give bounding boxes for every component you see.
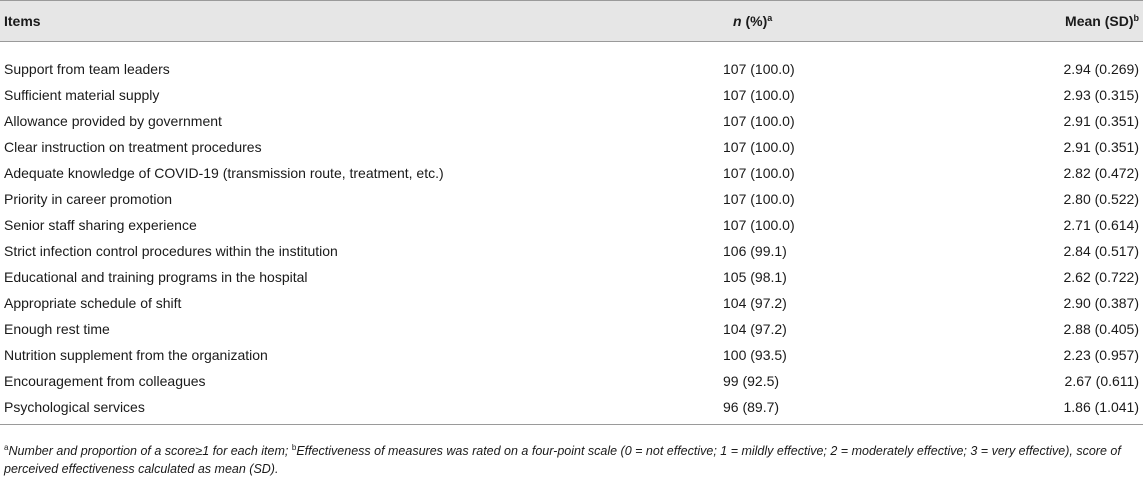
table-row: Adequate knowledge of COVID-19 (transmis…: [0, 160, 1143, 186]
mean-sd-cell: 2.67 (0.611): [1064, 373, 1139, 389]
item-cell: Encouragement from colleagues: [4, 373, 206, 389]
effectiveness-table: Items n (%)a Mean (SD)b Support from tea…: [0, 0, 1143, 425]
footnote-text-b: Effectiveness of measures was rated on a…: [4, 444, 1121, 476]
mean-sd-cell: 2.88 (0.405): [1063, 321, 1140, 337]
header-items: Items: [0, 0, 520, 42]
mean-sd-cell: 2.94 (0.269): [1063, 61, 1140, 77]
header-n-suffix: (%): [741, 13, 768, 29]
n-percent-cell: 104 (97.2): [723, 321, 787, 337]
item-cell: Priority in career promotion: [4, 191, 173, 207]
header-n-sup: a: [767, 13, 773, 23]
n-percent-cell: 99 (92.5): [723, 373, 780, 389]
mean-sd-cell: 2.93 (0.315): [1063, 87, 1140, 103]
mean-sd-cell: 1.86 (1.041): [903, 394, 1143, 425]
n-percent-cell: 107 (100.0): [723, 191, 795, 207]
item-cell: Support from team leaders: [4, 61, 170, 77]
item-cell: Senior staff sharing experience: [4, 217, 197, 233]
footnote-sup-b: b: [291, 443, 297, 452]
header-n-label: n: [733, 13, 742, 29]
n-percent-cell: 96 (89.7): [520, 394, 903, 425]
item-cell: Allowance provided by government: [4, 113, 222, 129]
header-n-percent: n (%)a: [520, 0, 903, 42]
n-percent-cell: 104 (97.2): [723, 295, 787, 311]
table-row: Psychological services 96 (89.7) 1.86 (1.0…: [0, 394, 1143, 425]
n-percent-cell: 106 (99.1): [723, 243, 787, 259]
header-mean-label: Mean (SD): [1065, 13, 1134, 29]
table-row: Strict infection control procedures with…: [0, 238, 1143, 264]
n-percent-cell: 107 (100.0): [723, 165, 795, 181]
mean-sd-cell: 2.80 (0.522): [1063, 191, 1140, 207]
table-row: Priority in career promotion 107 (100.0) 2…: [0, 186, 1143, 212]
item-cell: Educational and training programs in the…: [4, 269, 308, 285]
item-cell: Appropriate schedule of shift: [4, 295, 182, 311]
mean-sd-cell: 2.23 (0.957): [1063, 347, 1140, 363]
item-cell: Strict infection control procedures with…: [4, 243, 338, 259]
n-percent-cell: 107 (100.0): [723, 87, 795, 103]
mean-sd-cell: 2.91 (0.351): [1063, 113, 1140, 129]
n-percent-cell: 107 (100.0): [723, 139, 795, 155]
mean-sd-cell: 2.91 (0.351): [1063, 139, 1140, 155]
item-cell: Clear instruction on treatment procedure…: [4, 139, 262, 155]
table-row: Senior staff sharing experience 107 (100.…: [0, 212, 1143, 238]
footnote-text-a: Number and proportion of a score≥1 for e…: [8, 444, 292, 458]
table-body: Support from team leaders 107 (100.0) 2.94…: [0, 42, 1143, 425]
mean-sd-cell: 2.71 (0.614): [1063, 217, 1140, 233]
footnote-sup-a: a: [4, 443, 9, 452]
mean-sd-cell: 2.90 (0.387): [1063, 295, 1140, 311]
table-row: Encouragement from colleagues 99 (92.5) 2.…: [0, 368, 1143, 394]
table-row: Sufficient material supply 107 (100.0) 2.9…: [0, 82, 1143, 108]
table-footnote: aNumber and proportion of a score≥1 for …: [4, 442, 1140, 478]
item-cell: Psychological services: [0, 394, 520, 425]
table-row: Enough rest time 104 (97.2) 2.88 (0.405): [0, 316, 1143, 342]
n-percent-cell: 107 (100.0): [723, 113, 795, 129]
table-row: Educational and training programs in the…: [0, 264, 1143, 290]
mean-sd-cell: 2.84 (0.517): [1063, 243, 1140, 259]
mean-sd-cell: 2.62 (0.722): [1063, 269, 1140, 285]
table-row: Allowance provided by government 107 (100…: [0, 108, 1143, 134]
table-row: Appropriate schedule of shift 104 (97.2) 2…: [0, 290, 1143, 316]
table-header-row: Items n (%)a Mean (SD)b: [0, 0, 1143, 42]
mean-sd-cell: 2.82 (0.472): [1063, 165, 1140, 181]
item-cell: Sufficient material supply: [4, 87, 160, 103]
item-cell: Nutrition supplement from the organizati…: [4, 347, 268, 363]
table-row: Support from team leaders 107 (100.0) 2.94…: [0, 42, 1143, 83]
header-mean-sup: b: [1133, 13, 1140, 23]
n-percent-cell: 107 (100.0): [723, 61, 795, 77]
item-cell: Adequate knowledge of COVID-19 (transmis…: [4, 165, 444, 181]
table-row: Clear instruction on treatment procedure…: [0, 134, 1143, 160]
n-percent-cell: 100 (93.5): [723, 347, 787, 363]
n-percent-cell: 107 (100.0): [723, 217, 795, 233]
item-cell: Enough rest time: [4, 321, 110, 337]
table-row: Nutrition supplement from the organizati…: [0, 342, 1143, 368]
header-mean-sd: Mean (SD)b: [903, 0, 1143, 42]
n-percent-cell: 105 (98.1): [723, 269, 787, 285]
